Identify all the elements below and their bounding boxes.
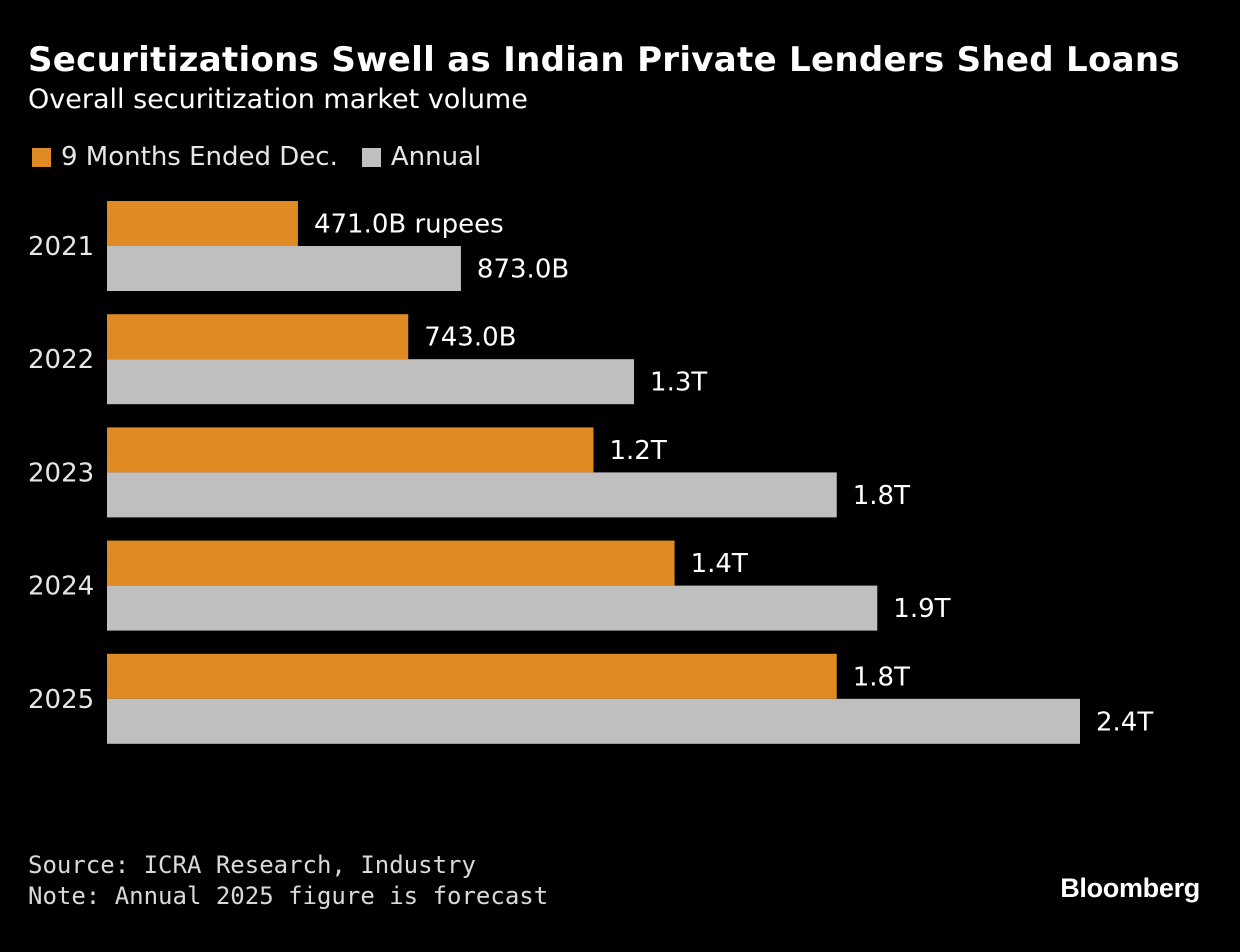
chart-title: Securitizations Swell as Indian Private … — [28, 40, 1180, 80]
bar-annual-2023 — [107, 472, 837, 518]
data-label-nine-months-2021: 471.0B rupees — [314, 210, 504, 240]
note-text: Note: Annual 2025 figure is forecast — [28, 882, 549, 910]
legend-item-nine-months: 9 Months Ended Dec. — [32, 142, 338, 172]
category-label-2021: 2021 — [28, 232, 94, 262]
bar-nine-months-2021 — [107, 201, 298, 246]
data-label-annual-2024: 1.9T — [893, 594, 950, 624]
data-label-nine-months-2022: 743.0B — [424, 323, 516, 353]
footer: Source: ICRA Research, Industry Note: An… — [28, 850, 548, 912]
bloomberg-logo: Bloomberg — [1060, 873, 1200, 903]
legend-item-annual: Annual — [361, 142, 482, 172]
data-label-nine-months-2024: 1.4T — [691, 549, 748, 579]
chart-subtitle: Overall securitization market volume — [28, 84, 528, 115]
legend-swatch-annual — [361, 147, 381, 167]
bar-annual-2024 — [107, 585, 878, 631]
bar-annual-2021 — [107, 246, 461, 291]
bar-nine-months-2024 — [107, 540, 675, 586]
legend: 9 Months Ended Dec. Annual — [32, 142, 505, 172]
bar-nine-months-2025 — [107, 653, 837, 699]
category-label-2023: 2023 — [28, 458, 94, 488]
category-label-2022: 2022 — [28, 345, 94, 375]
legend-swatch-nine-months — [32, 147, 51, 167]
data-label-annual-2023: 1.8T — [853, 481, 910, 511]
bar-annual-2025 — [107, 698, 1080, 744]
category-label-2025: 2025 — [28, 685, 94, 715]
source-text: Source: ICRA Research, Industry — [28, 851, 476, 879]
bar-nine-months-2022 — [107, 314, 409, 360]
data-label-annual-2021: 873.0B — [477, 255, 569, 285]
bar-nine-months-2023 — [107, 427, 594, 473]
legend-label-annual: Annual — [390, 142, 482, 172]
data-label-nine-months-2025: 1.8T — [853, 662, 910, 692]
bar-annual-2022 — [107, 359, 635, 405]
data-label-annual-2025: 2.4T — [1096, 707, 1153, 737]
category-label-2024: 2024 — [28, 572, 94, 602]
data-label-annual-2022: 1.3T — [650, 368, 707, 398]
data-label-nine-months-2023: 1.2T — [610, 436, 667, 466]
legend-label-nine-months: 9 Months Ended Dec. — [61, 142, 338, 172]
